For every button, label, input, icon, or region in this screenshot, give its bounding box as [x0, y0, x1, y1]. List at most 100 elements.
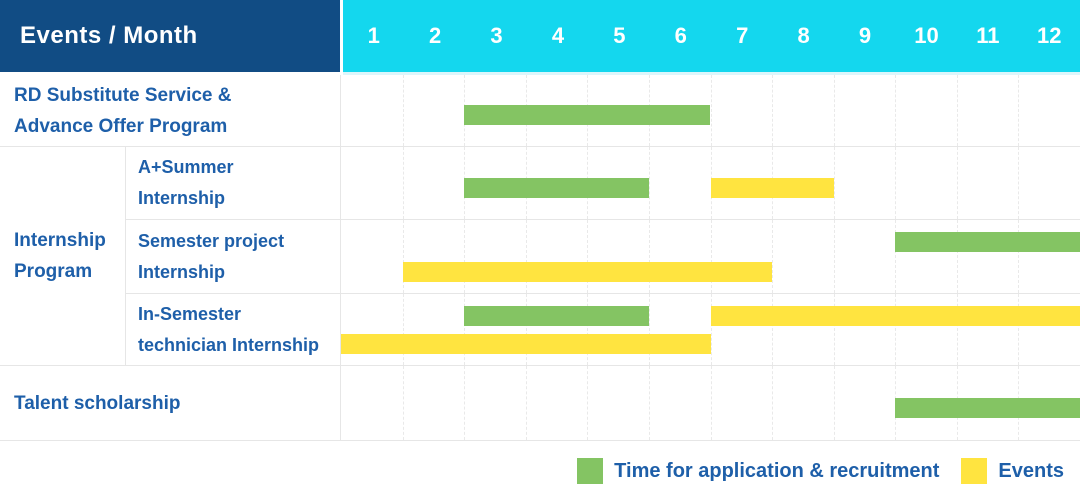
events-month-title: Events / Month [20, 22, 198, 49]
month-gridline [772, 294, 774, 365]
month-gridline [710, 75, 712, 146]
month-header-row: 1 2 3 4 5 6 7 8 9 10 11 12 [343, 0, 1080, 72]
month-gridline [402, 366, 404, 440]
month-gridline [772, 75, 774, 146]
month-gridline [833, 75, 835, 146]
application-legend-swatch [577, 458, 604, 484]
month-header-cell: 7 [736, 23, 749, 48]
month-gridline [464, 366, 466, 440]
month-gridline [648, 220, 650, 293]
month-gridline [587, 220, 589, 293]
label-line: Internship [138, 188, 226, 208]
label-line: Internship [14, 230, 106, 251]
group-label-internship-program: Internship Program [0, 147, 125, 366]
chart-row-talent-scholarship [340, 366, 1080, 441]
month-gridline [648, 294, 650, 365]
month-gridline [525, 366, 527, 440]
month-gridline [895, 75, 897, 146]
month-gridline [1018, 220, 1020, 293]
events-month-header-cell: Events / Month [0, 0, 340, 72]
gantt-bar-events [710, 178, 834, 198]
month-gridline [956, 220, 958, 293]
gantt-bar-application [464, 105, 711, 125]
application-legend-label: Time for application & recruitment [614, 459, 940, 482]
month-header-cell: 2 [428, 23, 442, 48]
month-gridline [464, 220, 466, 293]
gantt-bar-application [464, 306, 649, 326]
label-line: RD Substitute Service & [14, 84, 232, 106]
month-gridline [464, 294, 466, 365]
month-gridline [648, 147, 650, 219]
table-header: Events / Month 1 2 3 4 5 6 7 8 9 10 11 12 [0, 0, 1080, 72]
label-line: technician Internship [138, 334, 320, 355]
header-underline-right [343, 72, 1080, 75]
month-gridline [833, 294, 835, 365]
gantt-bar-application [895, 398, 1080, 418]
row-label-a-plus-summer-internship: A+Summer Internship [125, 147, 340, 220]
month-gridline [587, 366, 589, 440]
month-gridline [833, 366, 835, 440]
month-gridline [956, 294, 958, 365]
month-gridline [402, 220, 404, 293]
row-label-rd-substitute-service: RD Substitute Service & Advance Offer Pro… [0, 75, 340, 147]
month-gridline [648, 366, 650, 440]
chart-row-in-semester-technician-internship [340, 294, 1080, 366]
month-gridline [833, 220, 835, 293]
schedule-grid: Internship Program RD Substitute Service &… [0, 75, 1080, 441]
month-header-cell: 12 [1037, 23, 1062, 48]
month-header-cell: 4 [551, 23, 565, 48]
month-gridline [772, 366, 774, 440]
month-gridline [956, 75, 958, 146]
label-line: Talent scholarship [14, 392, 181, 414]
month-gridline [833, 147, 835, 219]
month-gridline [895, 147, 897, 219]
month-gridline [956, 147, 958, 219]
header-underline-left [0, 72, 343, 75]
label-line: Advance Offer Program [14, 115, 228, 137]
gantt-bar-events [341, 334, 711, 354]
chart-row-rd-substitute-service [340, 75, 1080, 147]
month-gridline [772, 220, 774, 293]
month-gridline [402, 147, 404, 219]
gantt-bar-events [710, 306, 1080, 326]
gantt-bar-events [402, 262, 773, 282]
label-line: A+Summer [138, 157, 234, 177]
chart-row-semester-project-internship [340, 220, 1080, 294]
month-header-cell: 6 [674, 23, 687, 48]
legend: Time for application & recruitment Event… [577, 458, 1064, 484]
header-underline [0, 72, 1080, 75]
gantt-bar-application [464, 178, 649, 198]
month-header-cell: 9 [858, 23, 872, 48]
month-gridline [710, 366, 712, 440]
month-header-cell: 3 [490, 23, 503, 48]
label-line: In-Semester [138, 303, 242, 324]
month-header-cell: 8 [797, 23, 810, 48]
month-header-cell: 5 [613, 23, 626, 48]
chart-row-a-plus-summer-internship [340, 147, 1080, 220]
month-gridline [710, 220, 712, 293]
label-line: Internship [138, 261, 226, 282]
month-gridline [1018, 147, 1020, 219]
month-gridline [895, 220, 897, 293]
row-label-in-semester-technician-internship: In-Semester technician Internship [125, 294, 340, 366]
month-header-cell: 10 [914, 23, 939, 48]
row-label-talent-scholarship: Talent scholarship [0, 366, 340, 441]
month-gridline [525, 220, 527, 293]
events-legend-label: Events [998, 459, 1064, 482]
month-header-cell: 1 [367, 23, 380, 48]
month-gridline [710, 294, 712, 365]
month-gridline [402, 294, 404, 365]
month-gridline [525, 294, 527, 365]
header-divider [340, 0, 343, 72]
month-gridline [895, 294, 897, 365]
month-gridline [1018, 294, 1020, 365]
month-gridline [587, 294, 589, 365]
label-line: Semester project [138, 230, 285, 251]
month-header-cell: 11 [976, 23, 1000, 48]
month-gridline [1018, 75, 1020, 146]
events-legend-swatch [961, 458, 988, 484]
label-line: Program [14, 261, 93, 282]
gantt-bar-application [895, 232, 1080, 252]
month-gridline [402, 75, 404, 146]
